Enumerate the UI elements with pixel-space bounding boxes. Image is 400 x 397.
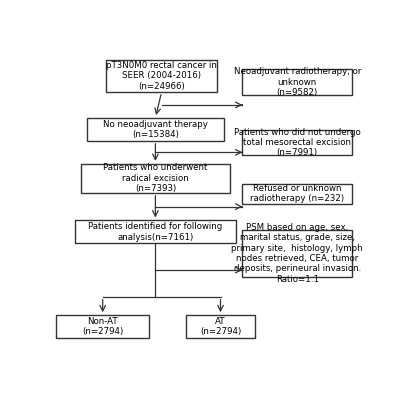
FancyBboxPatch shape bbox=[87, 118, 224, 141]
FancyBboxPatch shape bbox=[242, 69, 352, 95]
Text: Patients who did not undergo
total mesorectal excision
(n=7991): Patients who did not undergo total mesor… bbox=[234, 127, 361, 157]
FancyBboxPatch shape bbox=[186, 315, 255, 338]
FancyBboxPatch shape bbox=[75, 220, 236, 243]
Text: Neoadjuvant radiotherapy, or
unknown
(n=9582): Neoadjuvant radiotherapy, or unknown (n=… bbox=[234, 67, 361, 97]
FancyBboxPatch shape bbox=[242, 130, 352, 155]
Text: Refused or unknown
radiotherapy (n=232): Refused or unknown radiotherapy (n=232) bbox=[250, 184, 344, 203]
Text: PSM based on age, sex,
marital status, grade, size,
primary site,  histology, ly: PSM based on age, sex, marital status, g… bbox=[232, 223, 363, 284]
FancyBboxPatch shape bbox=[106, 60, 218, 92]
FancyBboxPatch shape bbox=[56, 315, 149, 338]
Text: AT
(n=2794): AT (n=2794) bbox=[200, 317, 241, 336]
Text: Patients who underwent
radical excision
(n=7393): Patients who underwent radical excision … bbox=[103, 164, 208, 193]
Text: No neoadjuvant therapy
(n=15384): No neoadjuvant therapy (n=15384) bbox=[103, 120, 208, 139]
FancyBboxPatch shape bbox=[81, 164, 230, 193]
FancyBboxPatch shape bbox=[242, 184, 352, 204]
Text: Patients identified for following
analysis(n=7161): Patients identified for following analys… bbox=[88, 222, 222, 241]
Text: Non-AT
(n=2794): Non-AT (n=2794) bbox=[82, 317, 123, 336]
Text: pT3N0M0 rectal cancer in
SEER (2004-2016)
(n=24966): pT3N0M0 rectal cancer in SEER (2004-2016… bbox=[106, 61, 217, 91]
FancyBboxPatch shape bbox=[242, 229, 352, 277]
